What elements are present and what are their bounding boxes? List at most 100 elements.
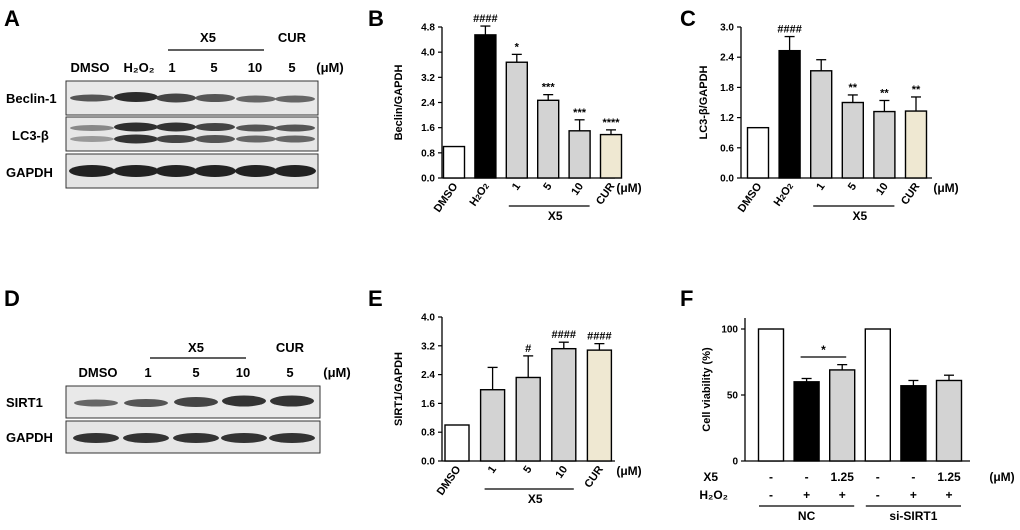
blot-row-label: GAPDH xyxy=(6,430,53,445)
lane-label: 5 xyxy=(192,365,199,380)
y-axis-label: Beclin/GAPDH xyxy=(393,65,405,141)
x5-row-value: - xyxy=(769,470,773,484)
h2o2-row-value: + xyxy=(839,488,846,502)
bar xyxy=(873,110,896,179)
bar xyxy=(479,389,506,462)
bar xyxy=(474,34,497,179)
bar xyxy=(444,424,470,462)
significance-label: * xyxy=(515,41,520,53)
y-tick-label: 2.4 xyxy=(421,98,435,109)
lane-label: 5 xyxy=(286,365,293,380)
bar xyxy=(537,99,560,179)
significance-label: ** xyxy=(912,84,921,96)
lane-label: 1 xyxy=(168,60,175,75)
chart-lc3: 0.0 0.6 1.2 1.8 2.4 3.0 LC3-β/GAPDH #### ** ** ** D… xyxy=(698,23,959,224)
lane-label: 10 xyxy=(236,365,250,380)
x5-row-value: 1.25 xyxy=(831,470,855,484)
x5-row-value: 1.25 xyxy=(937,470,961,484)
h2o2-row-value: - xyxy=(876,488,880,502)
category-label: CUR xyxy=(582,464,606,490)
category-label: 10 xyxy=(553,464,570,481)
category-label: 5 xyxy=(846,181,859,193)
x5-row-value: - xyxy=(911,470,915,484)
panel-letter-c: C xyxy=(680,6,696,31)
y-tick-label: 0.0 xyxy=(421,457,435,468)
bar xyxy=(793,381,820,462)
h2o2-row-value: + xyxy=(945,488,952,502)
significance-label: #### xyxy=(777,24,801,36)
panel-letter-d: D xyxy=(4,286,20,311)
y-tick-label: 3.2 xyxy=(421,341,435,352)
significance-label: *** xyxy=(573,107,587,119)
blot-row-label: SIRT1 xyxy=(6,395,43,410)
cur-label: CUR xyxy=(276,340,305,355)
bar xyxy=(900,385,927,462)
h2o2-row-value: + xyxy=(910,488,917,502)
bar xyxy=(864,328,891,462)
panel-letter-a: A xyxy=(4,6,20,31)
panel-a: A X5 CUR DMSO H₂O₂ 1 5 10 5 (μM) Beclin-… xyxy=(4,6,344,189)
lane-label: DMSO xyxy=(79,365,118,380)
significance-label: #### xyxy=(552,329,576,341)
y-tick-label: 3.2 xyxy=(421,73,435,84)
lane-label: 1 xyxy=(144,365,151,380)
category-label: 5 xyxy=(541,181,554,193)
group-label: X5 xyxy=(852,209,867,223)
blot-gapdh xyxy=(65,153,319,189)
y-tick-label: 0 xyxy=(732,457,738,468)
y-tick-label: 1.8 xyxy=(720,83,734,94)
bar xyxy=(935,379,963,462)
lane-label: H₂O₂ xyxy=(123,60,154,75)
y-tick-label: 0.8 xyxy=(421,148,435,159)
blot-beclin xyxy=(65,80,319,116)
category-label: CUR xyxy=(594,181,618,207)
bar xyxy=(829,369,856,462)
group-label: X5 xyxy=(548,209,563,223)
bar xyxy=(442,145,466,179)
lane-label: DMSO xyxy=(71,60,110,75)
y-tick-label: 0.0 xyxy=(421,174,435,185)
unit-label: (μM) xyxy=(616,181,641,195)
category-label: DMSO xyxy=(432,180,461,214)
category-label: 1 xyxy=(486,464,499,476)
significance-label: #### xyxy=(587,331,611,343)
y-axis-label: Cell viability (%) xyxy=(701,347,713,432)
chart-beclin: 0.00.81.62.43.24.04.8Beclin/GAPDH####***… xyxy=(393,13,642,223)
group-label: si-SIRT1 xyxy=(889,509,937,523)
y-tick-label: 4.0 xyxy=(421,313,435,324)
x5-row-value: - xyxy=(876,470,880,484)
group-label-x5: X5 xyxy=(188,340,204,355)
lane-label: 5 xyxy=(210,60,217,75)
blot-sirt1 xyxy=(65,385,321,419)
significance-label: #### xyxy=(473,13,497,25)
group-label-x5: X5 xyxy=(200,30,216,45)
bar xyxy=(746,126,770,179)
category-label: DMSO xyxy=(736,180,765,214)
bar xyxy=(505,61,528,179)
y-tick-label: 0.0 xyxy=(720,174,734,185)
category-label: 1 xyxy=(814,181,827,193)
significance-label: * xyxy=(821,343,826,357)
cur-label: CUR xyxy=(278,30,307,45)
unit-label: (μM) xyxy=(323,365,350,380)
y-tick-label: 100 xyxy=(721,325,738,336)
chart-viability: 0 50 100 Cell viability (%) * X5 - - 1.25 - - 1.25 (… xyxy=(699,318,1015,523)
bar xyxy=(586,349,613,462)
panel-d: D X5 CUR DMSO 1 5 10 5 (μM) SIRT1 GAPDH xyxy=(4,286,351,454)
h2o2-row-value: - xyxy=(769,488,773,502)
blot-lc3 xyxy=(65,116,319,152)
bar xyxy=(757,328,785,462)
y-axis-label: SIRT1/GAPDH xyxy=(393,352,405,426)
y-tick-label: 50 xyxy=(727,391,739,402)
significance-label: ** xyxy=(880,87,889,99)
category-label: H2O2 xyxy=(467,180,492,208)
bar xyxy=(551,347,577,462)
significance-label: ** xyxy=(849,82,858,94)
category-label: DMSO xyxy=(435,463,464,497)
y-tick-label: 4.0 xyxy=(421,48,435,59)
unit-label: (μM) xyxy=(989,470,1014,484)
y-axis-label: LC3-β/GAPDH xyxy=(698,65,710,139)
panel-letter-e: E xyxy=(368,286,383,311)
